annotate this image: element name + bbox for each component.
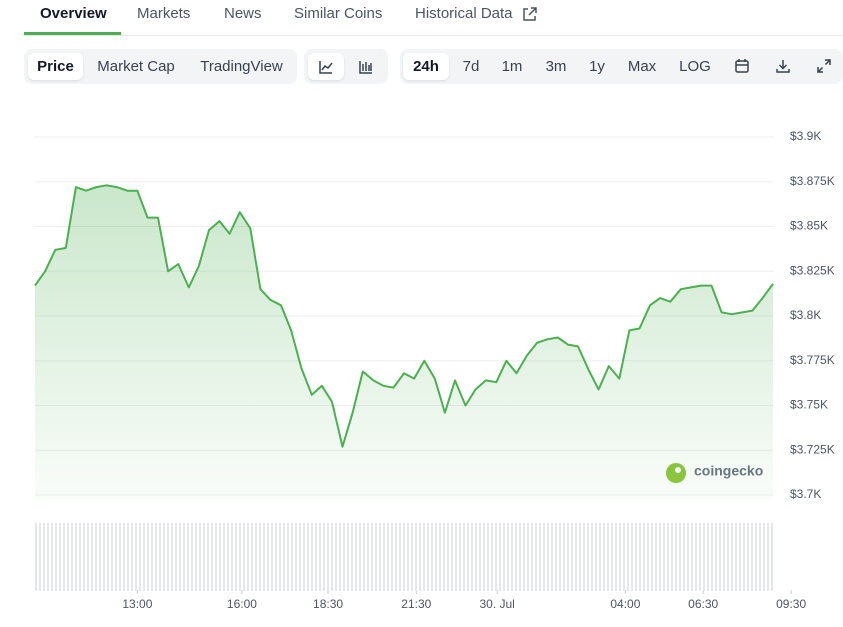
y-tick-label: $3.775K xyxy=(790,353,835,367)
line-chart-button[interactable] xyxy=(308,53,344,80)
range-button[interactable]: 1y xyxy=(589,58,605,75)
tab-underline xyxy=(24,32,121,35)
tab[interactable]: Historical Data xyxy=(415,5,513,22)
y-tick-label: $3.85K xyxy=(790,219,828,233)
range-button[interactable]: 7d xyxy=(462,58,480,75)
x-tick-label: 04:00 xyxy=(610,597,640,611)
view-button[interactable]: Market Cap xyxy=(97,58,175,75)
x-tick-label: 21:30 xyxy=(401,597,431,611)
range-group xyxy=(400,49,843,84)
x-tick-label: 09:30 xyxy=(776,597,806,611)
y-tick-label: $3.825K xyxy=(790,263,835,277)
tab[interactable]: Overview xyxy=(40,5,107,22)
tab[interactable]: Similar Coins xyxy=(294,5,383,22)
download-icon[interactable] xyxy=(775,58,791,74)
x-tick-label: 06:30 xyxy=(688,597,718,611)
y-tick-label: $3.7K xyxy=(790,487,821,501)
x-tick-label: 30. Jul xyxy=(479,597,514,611)
range-button[interactable]: 1m xyxy=(501,58,523,75)
log-button[interactable]: LOG xyxy=(679,58,711,75)
y-tick-label: $3.725K xyxy=(790,442,835,456)
view-button[interactable]: TradingView xyxy=(200,58,283,75)
fullscreen-icon[interactable] xyxy=(816,58,832,74)
y-tick-label: $3.9K xyxy=(790,129,821,143)
volume-bars xyxy=(35,523,773,591)
range-button[interactable]: Max xyxy=(627,58,657,75)
y-tick-label: $3.75K xyxy=(790,398,828,412)
range-button[interactable]: 24h xyxy=(403,53,449,80)
external-icon xyxy=(523,7,537,21)
x-tick-label: 18:30 xyxy=(313,597,343,611)
y-tick-label: $3.8K xyxy=(790,308,821,322)
x-tick-label: 13:00 xyxy=(122,597,152,611)
calendar-icon[interactable] xyxy=(734,58,750,74)
y-tick-label: $3.875K xyxy=(790,174,835,188)
tab[interactable]: Markets xyxy=(137,5,191,22)
divider xyxy=(24,35,843,36)
chart: coingecko $3.7K$3.725K$3.75K$3.775K$3.8K… xyxy=(34,129,835,611)
view-button[interactable]: Price xyxy=(28,53,83,80)
price-line xyxy=(34,184,774,448)
price-area xyxy=(35,185,773,501)
x-tick-label: 16:00 xyxy=(227,597,257,611)
tab[interactable]: News xyxy=(224,5,262,22)
candle-chart-button[interactable] xyxy=(348,53,384,80)
range-button[interactable]: 3m xyxy=(545,58,567,75)
